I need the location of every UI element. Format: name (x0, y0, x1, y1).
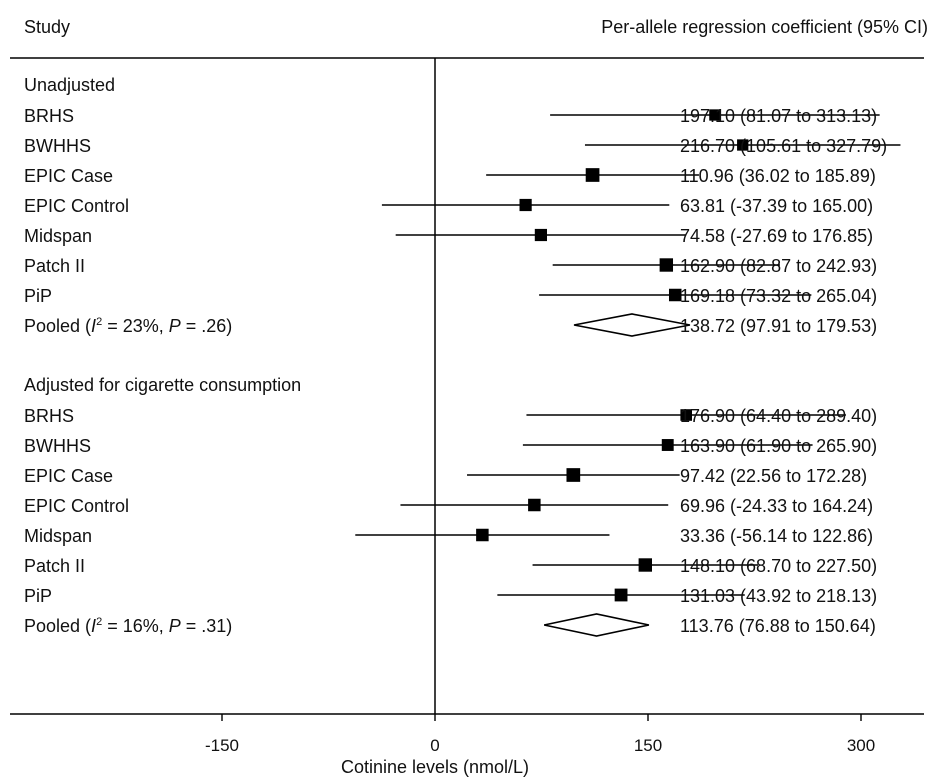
group-title: Unadjusted (24, 75, 115, 95)
header-coefficient: Per-allele regression coefficient (95% C… (601, 17, 928, 37)
group-title: Adjusted for cigarette consumption (24, 375, 301, 395)
ci-value-text: 216.70 (105.61 to 327.79) (680, 136, 887, 156)
ci-value-text: 110.96 (36.02 to 185.89) (680, 166, 876, 186)
ci-value-text: 63.81 (-37.39 to 165.00) (680, 196, 873, 216)
pooled-label: Pooled (I2 = 16%, P = .31) (24, 616, 232, 636)
point-estimate-square (661, 439, 674, 451)
ci-value-text: 74.58 (-27.69 to 176.85) (680, 226, 873, 246)
pooled-diamond (544, 613, 650, 637)
point-estimate-square (614, 588, 628, 602)
study-label: BWHHS (24, 136, 91, 156)
ci-value-text: 169.18 (73.32 to 265.04) (680, 286, 877, 306)
x-tick-label: -150 (205, 736, 239, 755)
x-tick-label: 150 (634, 736, 662, 755)
header-study: Study (24, 17, 70, 37)
x-tick-label: 300 (847, 736, 875, 755)
point-estimate-square (737, 139, 749, 151)
study-label: Midspan (24, 526, 92, 546)
study-label: Patch II (24, 256, 85, 276)
ci-value-text: 138.72 (97.91 to 179.53) (680, 316, 877, 336)
ci-value-text: 148.10 (68.70 to 227.50) (680, 556, 877, 576)
study-label: EPIC Case (24, 466, 113, 486)
ci-value-text: 197.10 (81.07 to 313.13) (680, 106, 877, 126)
ci-value-text: 33.36 (-56.14 to 122.86) (680, 526, 873, 546)
study-label: Midspan (24, 226, 92, 246)
point-estimate-square (709, 109, 721, 121)
ci-value-text: 176.90 (64.40 to 289.40) (680, 406, 877, 426)
point-estimate-square (566, 468, 581, 482)
ci-value-text: 163.90 (61.90 to 265.90) (680, 436, 877, 456)
pooled-label: Pooled (I2 = 23%, P = .26) (24, 316, 232, 336)
study-label: PiP (24, 586, 52, 606)
study-label: EPIC Control (24, 496, 129, 516)
point-estimate-square (585, 168, 600, 182)
point-estimate-square (680, 409, 692, 421)
point-estimate-square (638, 558, 653, 572)
study-rows: Unadjusted BRHS 197.10 (81.07 to 313.13) BW… (24, 75, 901, 637)
ci-value-text: 97.42 (22.56 to 172.28) (680, 466, 867, 486)
x-axis-label: Cotinine levels (nmol/L) (341, 757, 529, 777)
point-estimate-square (519, 198, 532, 212)
point-estimate-square (659, 258, 674, 272)
ci-value-text: 131.03 (43.92 to 218.13) (680, 586, 877, 606)
study-label: EPIC Control (24, 196, 129, 216)
point-estimate-square (534, 228, 548, 242)
ci-value-text: 113.76 (76.88 to 150.64) (680, 616, 876, 636)
ci-value-text: 162.90 (82.87 to 242.93) (680, 256, 877, 276)
ci-value-text: 69.96 (-24.33 to 164.24) (680, 496, 873, 516)
pooled-diamond (573, 313, 691, 337)
study-label: BRHS (24, 106, 74, 126)
point-estimate-square (476, 528, 489, 542)
point-estimate-square (668, 288, 682, 302)
study-label: BRHS (24, 406, 74, 426)
study-label: EPIC Case (24, 166, 113, 186)
x-axis-ticks: -150 0 150 300 (205, 714, 875, 755)
study-label: BWHHS (24, 436, 91, 456)
point-estimate-square (528, 498, 541, 512)
study-label: PiP (24, 286, 52, 306)
study-label: Patch II (24, 556, 85, 576)
x-tick-label: 0 (430, 736, 439, 755)
